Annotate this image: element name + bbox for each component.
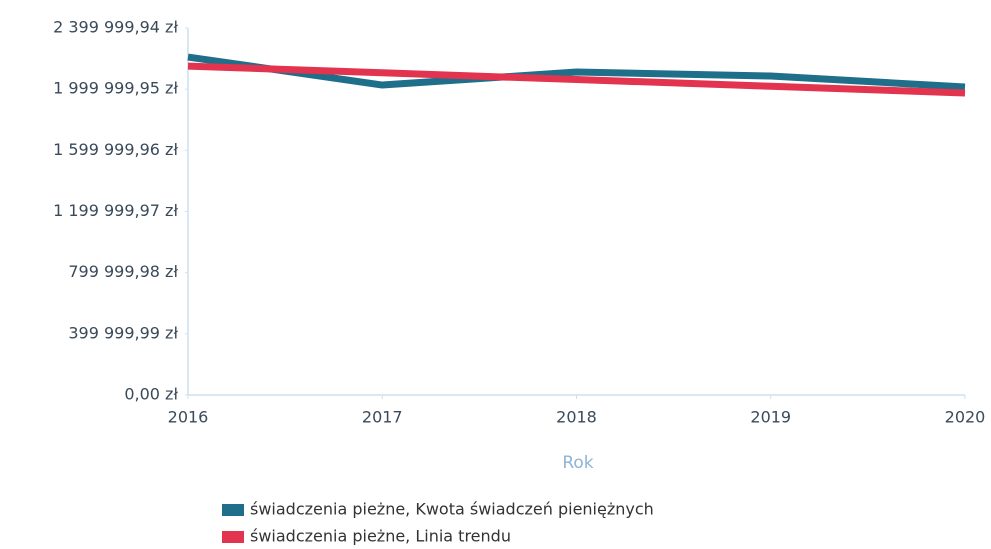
x-tick-label: 2020 — [945, 408, 986, 427]
y-tick-label: 1 599 999,96 zł — [53, 140, 178, 159]
x-tick-label: 2017 — [362, 408, 403, 427]
y-tick-label: 399 999,99 zł — [68, 323, 178, 342]
x-tick-label: 2018 — [556, 408, 597, 427]
series-line — [187, 62, 966, 97]
legend-label: świadczenia pieżne, Kwota świadczeń pien… — [250, 500, 654, 519]
legend-label: świadczenia pieżne, Linia trendu — [250, 527, 511, 546]
legend-swatch — [222, 504, 244, 516]
y-tick-label: 799 999,98 zł — [68, 262, 178, 281]
x-tick-label: 2016 — [168, 408, 209, 427]
y-tick-label: 2 399 999,94 zł — [53, 18, 178, 37]
y-tick-label: 1 199 999,97 zł — [53, 201, 178, 220]
y-tick-label: 0,00 zł — [124, 385, 178, 404]
x-tick-label: 2019 — [750, 408, 791, 427]
series-line — [187, 53, 966, 91]
legend-swatch — [222, 531, 244, 543]
y-tick-label: 1 999 999,95 zł — [53, 79, 178, 98]
x-axis-label: Rok — [562, 453, 593, 473]
